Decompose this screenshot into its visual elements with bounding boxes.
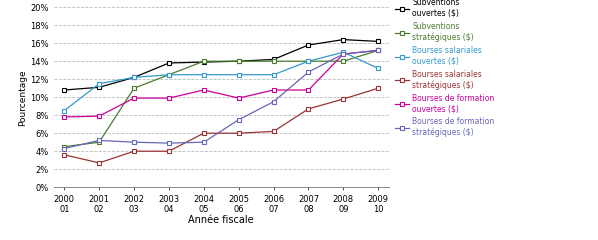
Bourses salariales
ouvertes ($) <box>130 76 138 79</box>
X-axis label: Année fiscale: Année fiscale <box>188 215 254 225</box>
Bourses salariales
stratégiques ($) <box>305 108 312 110</box>
Subventions
stratégiques ($) <box>305 60 312 63</box>
Subventions
ouvertes ($) <box>200 61 208 64</box>
Bourses de formation
stratégiques ($) <box>61 147 68 150</box>
Bourses de formation
stratégiques ($) <box>200 141 208 144</box>
Subventions
stratégiques ($) <box>200 60 208 63</box>
Bourses salariales
ouvertes ($) <box>61 109 68 112</box>
Line: Bourses salariales
ouvertes ($): Bourses salariales ouvertes ($) <box>62 50 381 113</box>
Bourses de formation
ouvertes ($) <box>270 89 277 91</box>
Subventions
stratégiques ($) <box>270 60 277 63</box>
Bourses de formation
ouvertes ($) <box>130 97 138 100</box>
Bourses de formation
stratégiques ($) <box>374 49 382 52</box>
Bourses de formation
stratégiques ($) <box>305 71 312 73</box>
Bourses salariales
ouvertes ($) <box>374 67 382 70</box>
Line: Subventions
stratégiques ($): Subventions stratégiques ($) <box>62 48 381 149</box>
Bourses salariales
stratégiques ($) <box>340 97 347 100</box>
Bourses salariales
stratégiques ($) <box>165 150 172 153</box>
Bourses de formation
ouvertes ($) <box>200 89 208 91</box>
Subventions
ouvertes ($) <box>305 44 312 47</box>
Bourses de formation
stratégiques ($) <box>235 118 242 121</box>
Subventions
stratégiques ($) <box>96 141 103 144</box>
Subventions
ouvertes ($) <box>270 58 277 61</box>
Bourses salariales
ouvertes ($) <box>96 82 103 85</box>
Subventions
ouvertes ($) <box>165 61 172 64</box>
Y-axis label: Pourcentage: Pourcentage <box>19 69 28 126</box>
Line: Subventions
ouvertes ($): Subventions ouvertes ($) <box>62 37 381 92</box>
Bourses de formation
ouvertes ($) <box>374 49 382 52</box>
Legend: Subventions
ouvertes ($), Subventions
stratégiques ($), Bourses salariales
ouver: Subventions ouvertes ($), Subventions st… <box>395 0 495 138</box>
Subventions
stratégiques ($) <box>130 87 138 90</box>
Bourses salariales
ouvertes ($) <box>200 73 208 76</box>
Bourses de formation
stratégiques ($) <box>165 142 172 144</box>
Bourses salariales
stratégiques ($) <box>130 150 138 153</box>
Bourses de formation
stratégiques ($) <box>270 100 277 103</box>
Subventions
stratégiques ($) <box>235 60 242 63</box>
Subventions
stratégiques ($) <box>374 49 382 52</box>
Bourses de formation
stratégiques ($) <box>340 53 347 55</box>
Bourses de formation
ouvertes ($) <box>235 97 242 100</box>
Bourses salariales
ouvertes ($) <box>270 73 277 76</box>
Bourses salariales
stratégiques ($) <box>61 153 68 156</box>
Subventions
stratégiques ($) <box>61 145 68 148</box>
Subventions
ouvertes ($) <box>235 60 242 63</box>
Bourses salariales
ouvertes ($) <box>165 73 172 76</box>
Bourses salariales
ouvertes ($) <box>305 60 312 63</box>
Bourses salariales
ouvertes ($) <box>235 73 242 76</box>
Subventions
ouvertes ($) <box>374 40 382 43</box>
Subventions
ouvertes ($) <box>340 38 347 41</box>
Bourses salariales
stratégiques ($) <box>374 87 382 90</box>
Bourses de formation
ouvertes ($) <box>340 53 347 55</box>
Bourses salariales
stratégiques ($) <box>235 132 242 135</box>
Line: Bourses salariales
stratégiques ($): Bourses salariales stratégiques ($) <box>62 86 381 165</box>
Subventions
ouvertes ($) <box>61 89 68 91</box>
Bourses de formation
ouvertes ($) <box>96 115 103 118</box>
Subventions
stratégiques ($) <box>340 60 347 63</box>
Subventions
stratégiques ($) <box>165 73 172 76</box>
Bourses salariales
stratégiques ($) <box>200 132 208 135</box>
Bourses salariales
stratégiques ($) <box>270 130 277 133</box>
Bourses salariales
ouvertes ($) <box>340 51 347 54</box>
Subventions
ouvertes ($) <box>96 86 103 89</box>
Bourses de formation
ouvertes ($) <box>165 97 172 100</box>
Line: Bourses de formation
ouvertes ($): Bourses de formation ouvertes ($) <box>62 48 381 120</box>
Bourses de formation
stratégiques ($) <box>130 141 138 144</box>
Bourses de formation
ouvertes ($) <box>61 116 68 119</box>
Bourses de formation
ouvertes ($) <box>305 89 312 91</box>
Bourses salariales
stratégiques ($) <box>96 162 103 164</box>
Subventions
ouvertes ($) <box>130 76 138 79</box>
Bourses de formation
stratégiques ($) <box>96 139 103 142</box>
Line: Bourses de formation
stratégiques ($): Bourses de formation stratégiques ($) <box>62 48 381 151</box>
